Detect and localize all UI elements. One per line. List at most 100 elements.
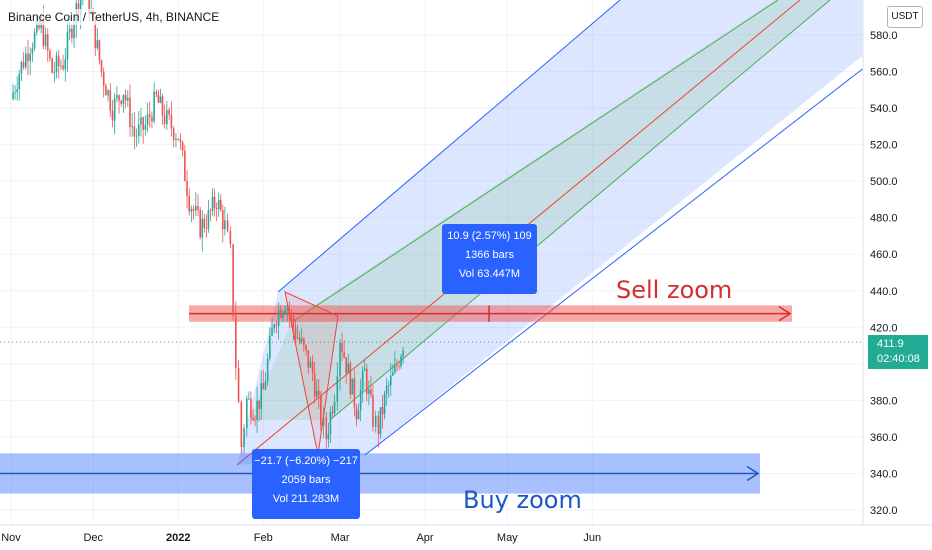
- candle-body: [224, 220, 226, 230]
- candle-body: [290, 314, 293, 317]
- candle-body: [353, 378, 356, 408]
- candle-body: [148, 114, 151, 117]
- measure-label-down[interactable]: −21.7 (−6.20%) −217 2059 bars Vol 211.28…: [252, 449, 360, 519]
- candle-body: [361, 370, 364, 390]
- candle-body: [144, 124, 147, 130]
- candle-body: [355, 407, 358, 420]
- candle-body: [129, 97, 131, 127]
- candle-body: [163, 115, 166, 125]
- x-tick-label: Feb: [254, 532, 273, 544]
- candle-body: [298, 337, 301, 342]
- candle-body: [133, 126, 136, 137]
- channel-lower-line: [364, 14, 932, 456]
- candle-body: [33, 32, 36, 49]
- candle-body: [309, 361, 312, 368]
- channel-inner-band: [250, 0, 830, 420]
- candle-body: [94, 17, 97, 48]
- x-tick-label: Nov: [1, 532, 21, 544]
- candle-body: [305, 345, 307, 350]
- measure-down-bars: 2059 bars: [281, 474, 331, 486]
- candle-body: [153, 91, 155, 122]
- y-tick-label: 560.0: [870, 67, 898, 79]
- candle-body: [396, 365, 398, 367]
- candle-body: [96, 40, 99, 48]
- x-tick-label: Dec: [83, 532, 103, 544]
- candle-body: [275, 324, 278, 326]
- candle-body: [57, 56, 60, 67]
- candle-body: [394, 365, 396, 373]
- channel-inner-upper: [291, 0, 779, 323]
- pitchfork-channel[interactable]: [236, 0, 932, 466]
- candle-body: [73, 24, 75, 39]
- candle-body: [12, 92, 14, 99]
- y-tick-label: 520.0: [870, 140, 898, 152]
- y-tick-label: 320.0: [870, 505, 898, 517]
- candle-body: [116, 95, 118, 99]
- candle-body: [341, 342, 343, 353]
- candle-body: [389, 375, 392, 386]
- candle-body: [232, 244, 234, 316]
- currency-button[interactable]: USDT: [887, 6, 923, 28]
- price-zones[interactable]: [0, 305, 792, 494]
- candle-body: [313, 373, 316, 397]
- measure-triangle: [284, 291, 339, 456]
- candle-body: [124, 94, 127, 101]
- candle-body: [122, 94, 125, 105]
- y-axis[interactable]: 580.0 560.0 540.0 520.0 500.0 480.0 460.0 440.0…: [862, 0, 932, 550]
- candle-body: [102, 71, 105, 86]
- x-axis-background: [0, 525, 932, 550]
- candle-body: [273, 324, 276, 329]
- candle-body: [359, 389, 362, 411]
- candle-body: [235, 315, 237, 368]
- candle-body: [146, 114, 149, 125]
- y-tick-label: 480.0: [870, 213, 898, 225]
- candle-body: [137, 124, 140, 136]
- candle-body: [215, 208, 218, 210]
- candle-body: [217, 200, 220, 210]
- measure-down-change: −21.7 (−6.20%) −217: [254, 455, 358, 467]
- candle-body: [151, 116, 153, 122]
- y-tick-label: 360.0: [870, 432, 898, 444]
- candle-body: [60, 65, 62, 67]
- x-axis[interactable]: Nov Dec 2022 Feb Mar Apr May Jun: [0, 524, 932, 550]
- candle-body: [365, 368, 368, 394]
- candle-body: [347, 363, 350, 374]
- measure-label-up[interactable]: 10.9 (2.57%) 109 1366 bars Vol 63.447M: [442, 224, 537, 294]
- buy-zone-arrow-head: [746, 465, 760, 482]
- candle-body: [71, 28, 73, 39]
- candle-body: [140, 117, 142, 125]
- candle-body: [381, 407, 384, 415]
- candle-body: [248, 398, 250, 400]
- candle-body: [292, 316, 295, 329]
- candle-body: [118, 95, 120, 101]
- candle-body: [250, 398, 252, 418]
- x-tick-label: Mar: [331, 532, 350, 544]
- candle-body: [135, 135, 138, 137]
- y-tick-label: 540.0: [870, 103, 898, 115]
- candle-body: [240, 402, 243, 448]
- candle-body: [303, 338, 305, 346]
- candle-body: [55, 56, 58, 72]
- candle-body: [20, 62, 23, 74]
- candle-body: [262, 383, 265, 390]
- candle-body: [172, 128, 175, 141]
- candle-body: [111, 110, 114, 121]
- candle-body: [377, 415, 380, 435]
- candle-body: [16, 89, 18, 92]
- candle-body: [29, 53, 31, 62]
- candle-body: [113, 98, 116, 121]
- buy-zone-label: Buy zoom: [463, 486, 582, 514]
- candle-body: [387, 385, 390, 387]
- y-tick-label: 420.0: [870, 322, 898, 334]
- channel-upper-line: [277, 0, 621, 293]
- candle-body: [179, 139, 182, 143]
- candle-body: [243, 428, 245, 448]
- candlesticks: [12, 0, 404, 455]
- candle-body: [186, 180, 188, 197]
- candle-body: [260, 383, 263, 409]
- candle-body: [168, 109, 170, 115]
- sell-zone-label: Sell zoom: [616, 276, 733, 304]
- channel-inner-lower: [329, 0, 831, 421]
- candle-body: [282, 312, 284, 318]
